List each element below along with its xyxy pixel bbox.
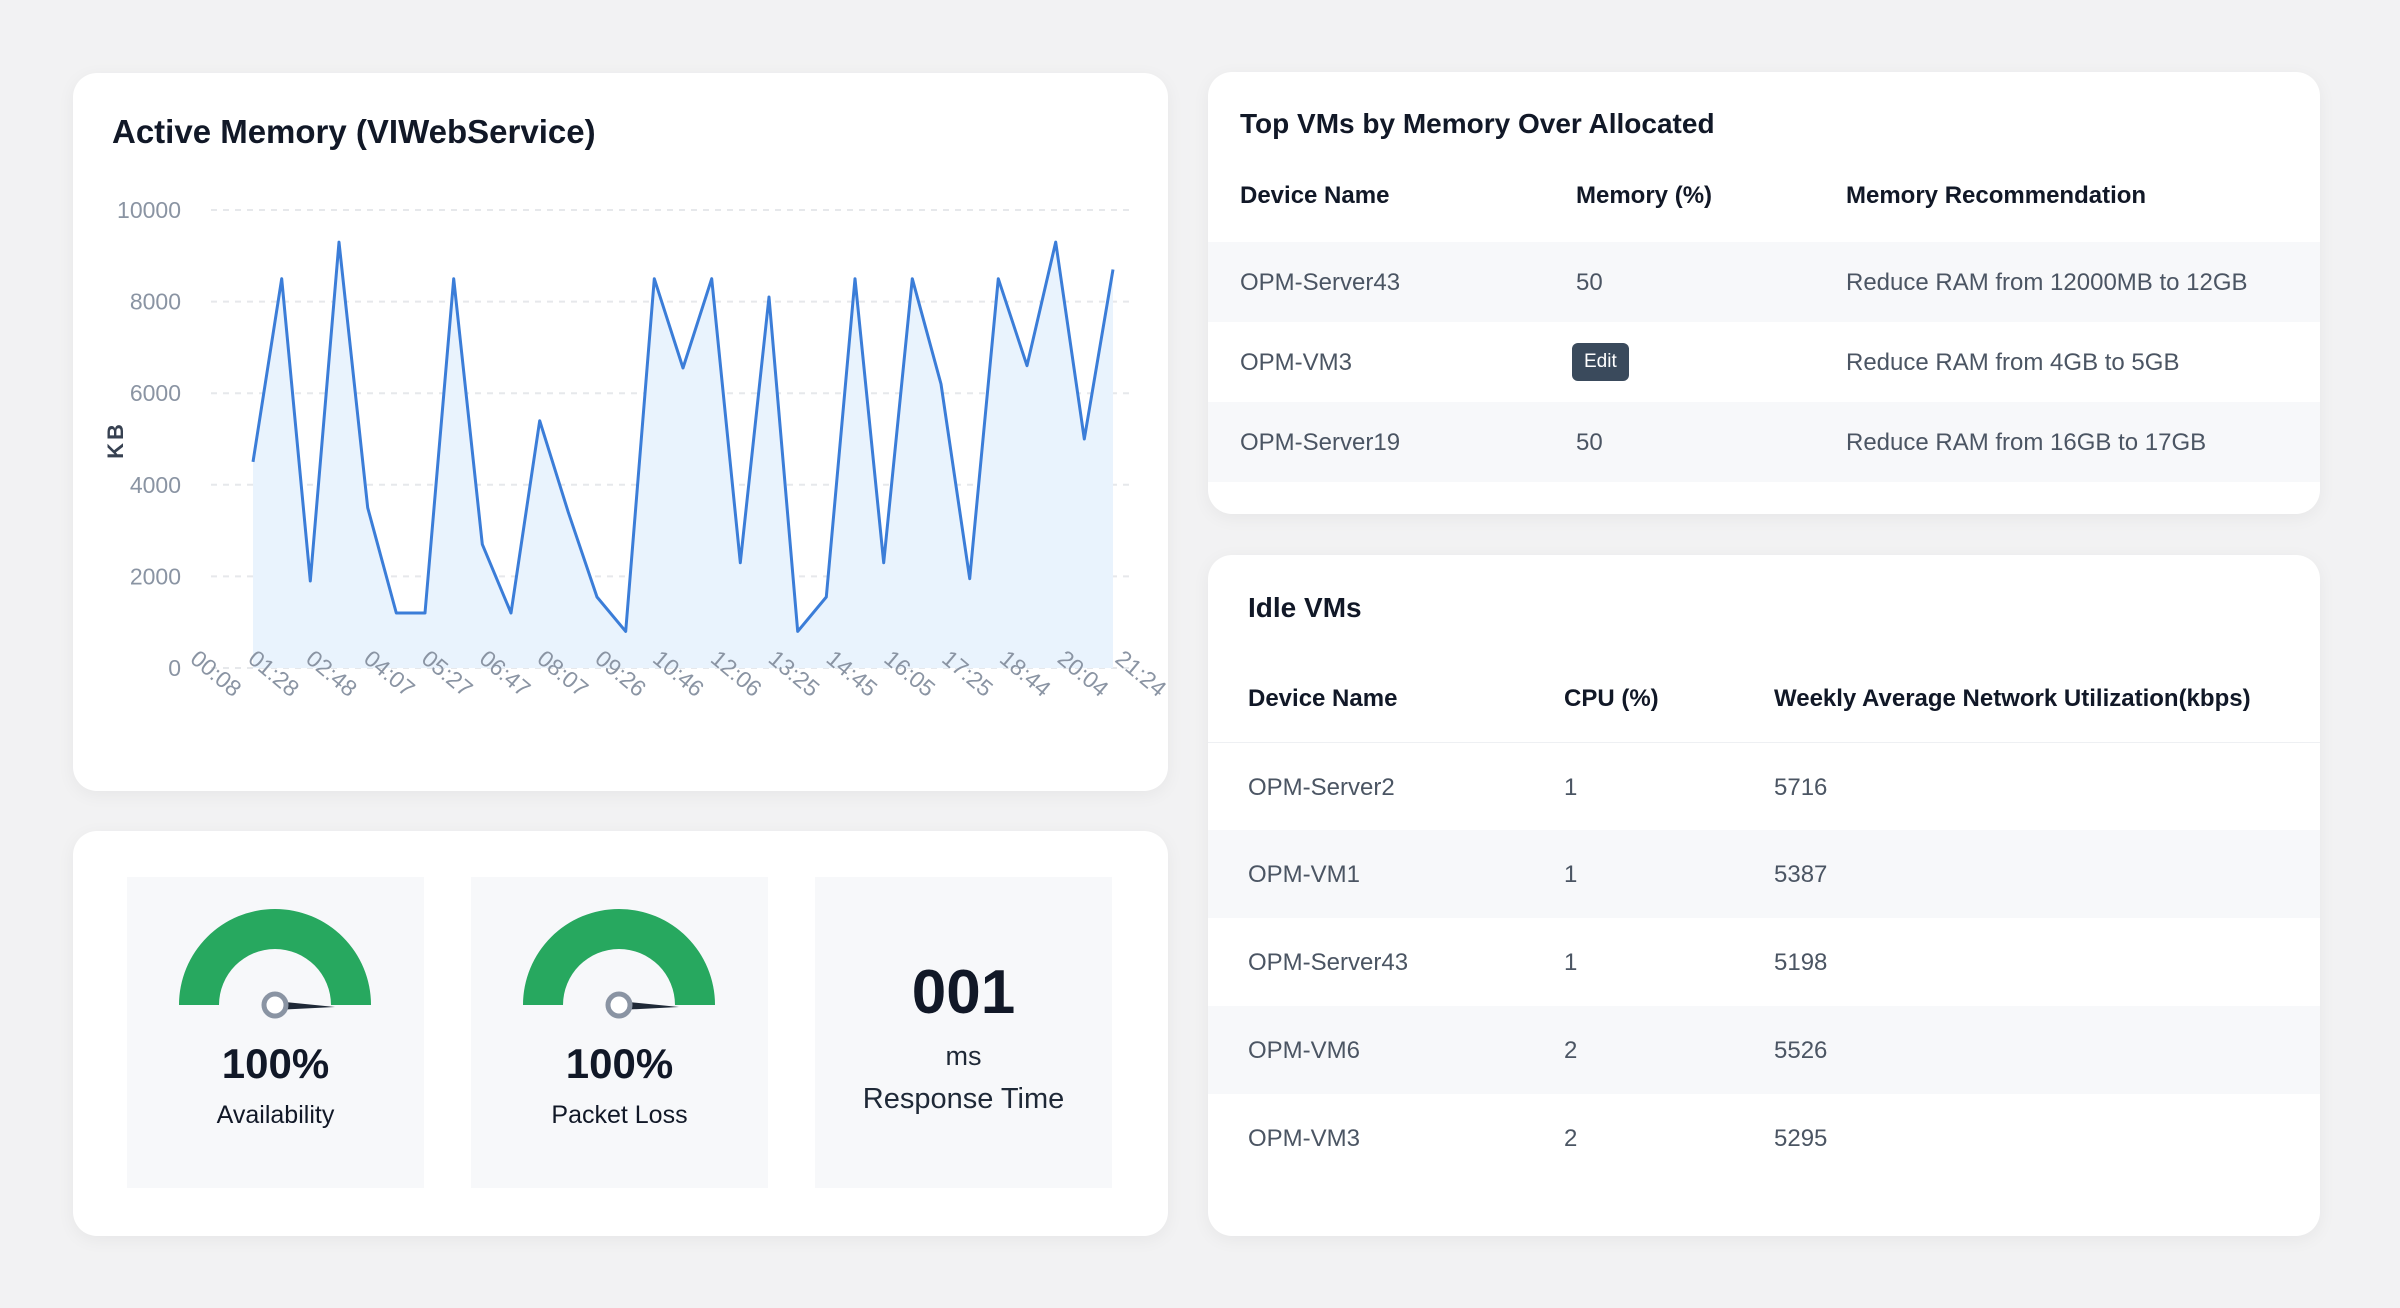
column-header-memory[interactable]: Memory (%) — [1576, 182, 1713, 209]
table-row[interactable]: OPM-Server2 1 5716 — [1208, 742, 2320, 830]
active-memory-card: Active Memory (VIWebService) 0 2000 4000 60… — [73, 73, 1168, 791]
top-vms-header: Device Name Memory (%) Memory Recommenda… — [1208, 182, 2320, 242]
y-tick-label: 2000 — [130, 563, 181, 589]
response-time-tile: 001 ms Response Time — [815, 877, 1112, 1188]
device-name-cell: OPM-Server43 — [1248, 949, 1409, 976]
packet-loss-tile: 100% Packet Loss — [471, 877, 768, 1188]
table-row[interactable]: OPM-Server43 1 5198 — [1208, 918, 2320, 1006]
packet-loss-gauge-icon — [523, 909, 715, 1019]
cpu-cell: 1 — [1564, 861, 1578, 888]
device-name-cell: OPM-VM3 — [1240, 349, 1353, 376]
y-tick-label: 0 — [168, 655, 181, 681]
y-axis-label: KB — [103, 421, 128, 459]
table-row[interactable]: OPM-VM3 Edit Reduce RAM from 4GB to 5GB — [1208, 322, 2320, 402]
response-time-label: Response Time — [862, 1083, 1065, 1115]
availability-value: 100% — [221, 1040, 330, 1087]
packet-loss-value: 100% — [565, 1040, 674, 1087]
recommendation-cell: Reduce RAM from 12000MB to 12GB — [1846, 269, 2248, 296]
network-cell: 5526 — [1774, 1037, 1828, 1064]
recommendation-cell: Reduce RAM from 4GB to 5GB — [1846, 349, 2180, 376]
table-row[interactable]: OPM-Server19 50 Reduce RAM from 16GB to … — [1208, 402, 2320, 482]
availability-gauge-icon — [179, 909, 371, 1019]
device-name-cell: OPM-VM3 — [1248, 1125, 1361, 1152]
network-cell: 5716 — [1774, 774, 1828, 801]
metrics-card: 100% Availability 100% Packet Loss 001 m… — [73, 831, 1168, 1236]
idle-vms-card: Idle VMs Device Name CPU (%) Weekly Aver… — [1208, 555, 2320, 1236]
cpu-cell: 1 — [1564, 774, 1578, 801]
network-cell: 5198 — [1774, 949, 1828, 976]
idle-vms-title: Idle VMs — [1248, 592, 1362, 623]
x-tick-label: 21:24 — [1111, 645, 1168, 702]
top-vms-card: Top VMs by Memory Over Allocated Device … — [1208, 72, 2320, 514]
table-row[interactable]: OPM-Server43 50 Reduce RAM from 12000MB … — [1208, 242, 2320, 322]
memory-cell: 50 — [1576, 429, 1603, 456]
device-name-cell: OPM-Server19 — [1240, 429, 1401, 456]
network-cell: 5387 — [1774, 861, 1828, 888]
gauge-fill — [523, 909, 715, 1005]
y-tick-label: 6000 — [130, 380, 181, 406]
response-time-value: 001 — [911, 958, 1016, 1027]
edit-button[interactable]: Edit — [1572, 343, 1629, 381]
top-vms-title: Top VMs by Memory Over Allocated — [1240, 108, 1715, 139]
device-name-cell: OPM-Server43 — [1240, 269, 1401, 296]
device-name-cell: OPM-VM6 — [1248, 1037, 1361, 1064]
table-row[interactable]: OPM-VM1 1 5387 — [1208, 830, 2320, 918]
y-tick-label: 10000 — [117, 197, 181, 223]
cpu-cell: 1 — [1564, 949, 1578, 976]
y-tick-label: 4000 — [130, 472, 181, 498]
gauge-hub — [261, 991, 289, 1019]
y-tick-label: 8000 — [130, 289, 181, 315]
column-header-cpu[interactable]: CPU (%) — [1564, 685, 1659, 712]
column-header-memory-recommendation[interactable]: Memory Recommendation — [1846, 182, 2147, 209]
series-line — [251, 240, 1115, 633]
active-memory-chart: 0200040006000800010000KB00:0801:2802:480… — [103, 197, 1168, 702]
response-time-unit: ms — [945, 1041, 982, 1071]
network-cell: 5295 — [1774, 1125, 1828, 1152]
cpu-cell: 2 — [1564, 1125, 1578, 1152]
cpu-cell: 2 — [1564, 1037, 1578, 1064]
table-row[interactable]: OPM-VM3 2 5295 — [1208, 1094, 2320, 1182]
packet-loss-label: Packet Loss — [551, 1101, 688, 1129]
device-name-cell: OPM-Server2 — [1248, 774, 1395, 801]
memory-cell: 50 — [1576, 269, 1603, 296]
availability-tile: 100% Availability — [127, 877, 424, 1188]
gauge-hub — [605, 991, 633, 1019]
column-header-network-utilization[interactable]: Weekly Average Network Utilization(kbps) — [1774, 685, 2251, 712]
idle-vms-header: Device Name CPU (%) Weekly Average Netwo… — [1208, 685, 2320, 742]
x-tick-label: 00:08 — [186, 645, 247, 702]
chart-title: Active Memory (VIWebService) — [112, 113, 596, 150]
column-header-device-name[interactable]: Device Name — [1240, 182, 1390, 209]
gauge-fill — [179, 909, 371, 1005]
table-row[interactable]: OPM-VM6 2 5526 — [1208, 1006, 2320, 1094]
gauge-needle — [275, 1001, 335, 1010]
device-name-cell: OPM-VM1 — [1248, 861, 1361, 888]
availability-label: Availability — [216, 1101, 335, 1129]
gauge-needle — [619, 1001, 679, 1010]
series-area — [253, 242, 1113, 668]
recommendation-cell: Reduce RAM from 16GB to 17GB — [1846, 429, 2207, 456]
column-header-device-name[interactable]: Device Name — [1248, 685, 1398, 712]
